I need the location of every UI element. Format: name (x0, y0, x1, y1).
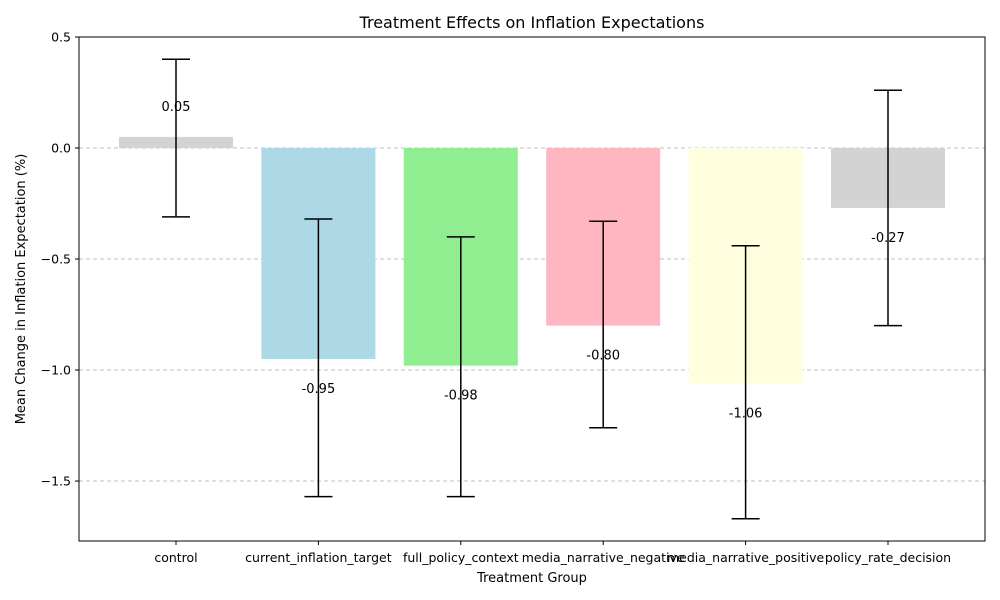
grid-layer (79, 36, 985, 482)
data-labels-layer: 0.05 -0.95 -0.98 -0.80 -1.06 -0.27 (162, 100, 905, 421)
y-tick-label: −1.0 (41, 363, 71, 378)
x-tick-label-current_inflation_target: current_inflation_target (245, 550, 392, 565)
data-label-media_narrative_positive: -1.06 (729, 406, 763, 421)
y-tick-label: −0.5 (41, 252, 71, 267)
y-tick-label: 0.5 (51, 30, 71, 45)
data-label-full_policy_context: -0.98 (444, 389, 478, 404)
x-tick-label-media_narrative_negative: media_narrative_negative (522, 550, 685, 565)
x-tick-label-media_narrative_positive: media_narrative_positive (667, 550, 825, 565)
y-axis-title: Mean Change in Inflation Expectation (%) (14, 154, 29, 425)
x-axis-title: Treatment Group (476, 571, 587, 586)
bars-layer (119, 136, 945, 384)
chart-title: Treatment Effects on Inflation Expectati… (359, 13, 705, 32)
y-tick-label: −1.5 (41, 474, 71, 489)
y-tick-label: 0.0 (51, 141, 71, 156)
x-tick-label-full_policy_context: full_policy_context (403, 550, 519, 565)
x-tick-label-control: control (154, 550, 197, 565)
plot-frame (78, 36, 986, 542)
data-label-media_narrative_negative: -0.80 (586, 349, 620, 364)
data-label-control: 0.05 (162, 100, 191, 115)
data-label-policy_rate_decision: -0.27 (871, 231, 905, 246)
y-axis-ticks: 0.5 0.0 −0.5 −1.0 −1.5 (41, 30, 79, 489)
x-tick-label-policy_rate_decision: policy_rate_decision (825, 550, 951, 565)
error-bars-layer (162, 58, 902, 520)
data-label-current_inflation_target: -0.95 (302, 382, 336, 397)
x-axis-ticks: control current_inflation_target full_poli… (154, 541, 951, 565)
